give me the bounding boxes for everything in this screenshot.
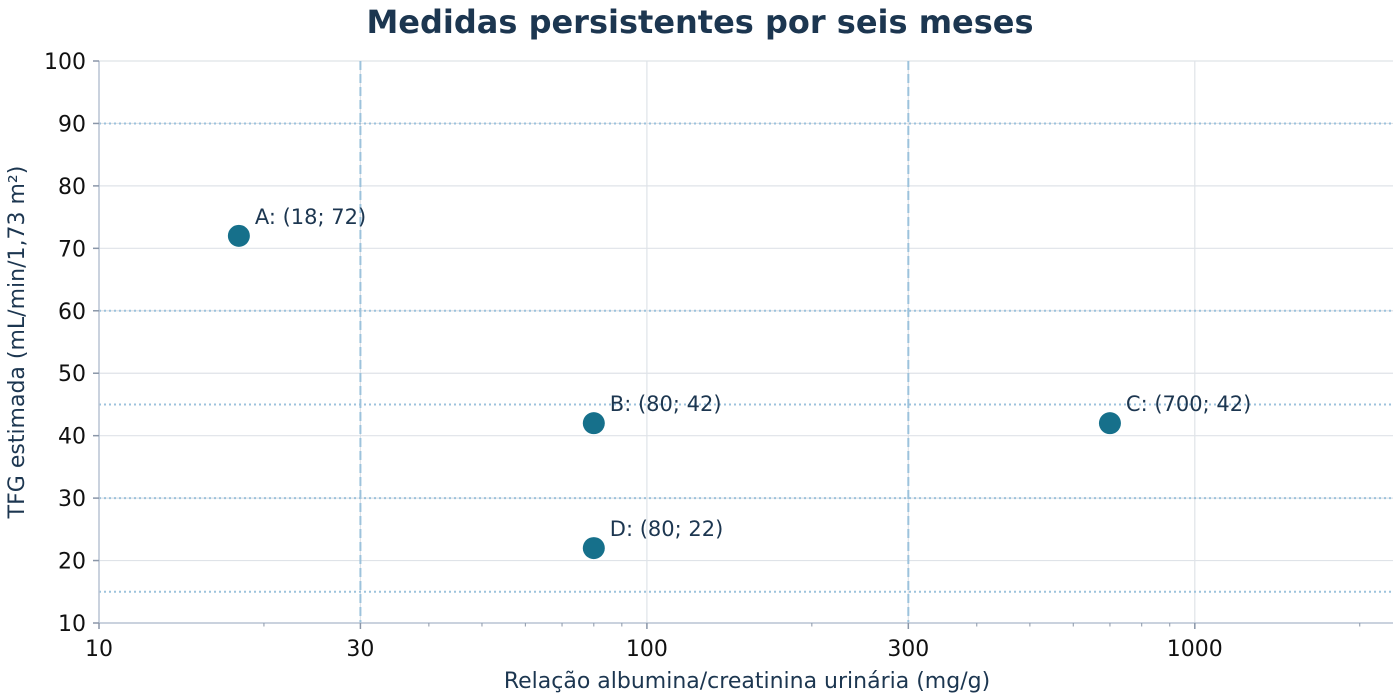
ticks: 10 20 30 40 50 60 70 80 90 100 10 30 100 300 1000 — [44, 50, 1361, 662]
data-point — [582, 537, 605, 560]
reference-lines — [99, 61, 1393, 623]
x-tick-label: 1000 — [1167, 637, 1223, 662]
data-point — [227, 224, 250, 247]
x-tick-label: 300 — [887, 637, 929, 662]
point-label: B: (80; 42) — [610, 392, 722, 416]
y-tick-label: 60 — [58, 300, 86, 325]
y-axis-label: TFG estimada (mL/min/1,73 m²) — [5, 166, 30, 520]
data-point — [582, 412, 605, 435]
point-label: D: (80; 22) — [610, 517, 724, 541]
point-label: A: (18; 72) — [255, 205, 366, 229]
grid-lines — [99, 60, 1393, 623]
point-label: C: (700; 42) — [1126, 392, 1251, 416]
y-tick-label: 50 — [58, 362, 86, 387]
x-tick-label: 10 — [85, 637, 113, 662]
y-tick-label: 30 — [58, 487, 86, 512]
y-tick-label: 100 — [44, 50, 86, 75]
x-tick-label: 100 — [626, 637, 668, 662]
x-axis-label: Relação albumina/creatinina urinária (mg… — [504, 669, 990, 694]
y-tick-label: 10 — [58, 612, 86, 637]
y-tick-label: 40 — [58, 425, 86, 450]
y-tick-label: 20 — [58, 550, 86, 575]
x-tick-label: 30 — [346, 637, 374, 662]
y-tick-label: 70 — [58, 237, 86, 262]
axes — [98, 61, 1393, 624]
chart-title: Medidas persistentes por seis meses — [366, 3, 1033, 41]
y-tick-label: 90 — [58, 112, 86, 137]
data-point — [1098, 412, 1121, 435]
data-points: A: (18; 72) B: (80; 42) C: (700; 42) D: (80… — [227, 205, 1251, 560]
y-tick-label: 80 — [58, 175, 86, 200]
